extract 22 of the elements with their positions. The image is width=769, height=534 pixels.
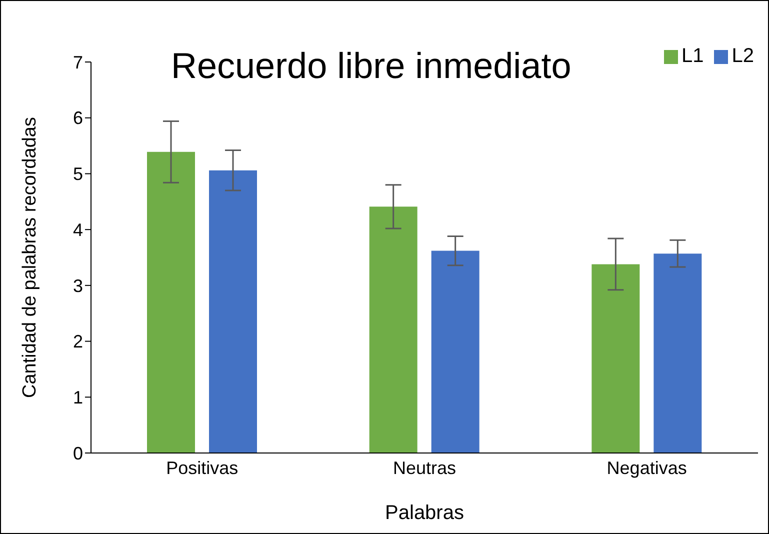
x-tick-label: Neutras — [392, 458, 456, 478]
y-tick-label: 4 — [72, 220, 83, 240]
y-tick-label: 1 — [72, 388, 83, 408]
legend-label: L2 — [732, 45, 754, 67]
y-tick-label: 3 — [72, 276, 83, 296]
x-tick-label: Negativas — [606, 458, 687, 478]
bar — [209, 170, 257, 453]
bar — [369, 206, 418, 453]
bar — [654, 254, 702, 453]
chart-title: Recuerdo libre inmediato — [171, 45, 572, 87]
y-tick-label: 7 — [72, 52, 83, 72]
x-tick-label: Positivas — [166, 458, 238, 478]
x-axis-title: Palabras — [385, 502, 464, 524]
y-tick-label: 5 — [72, 164, 83, 184]
bar — [592, 264, 640, 453]
y-axis-title: Cantidad de palabras recordadas — [20, 117, 41, 398]
y-tick-label: 0 — [72, 443, 83, 464]
y-tick-label: 6 — [72, 108, 83, 128]
bar — [147, 152, 195, 453]
legend-label: L1 — [682, 45, 704, 67]
bar — [431, 250, 480, 453]
y-tick-label: 2 — [72, 332, 83, 352]
